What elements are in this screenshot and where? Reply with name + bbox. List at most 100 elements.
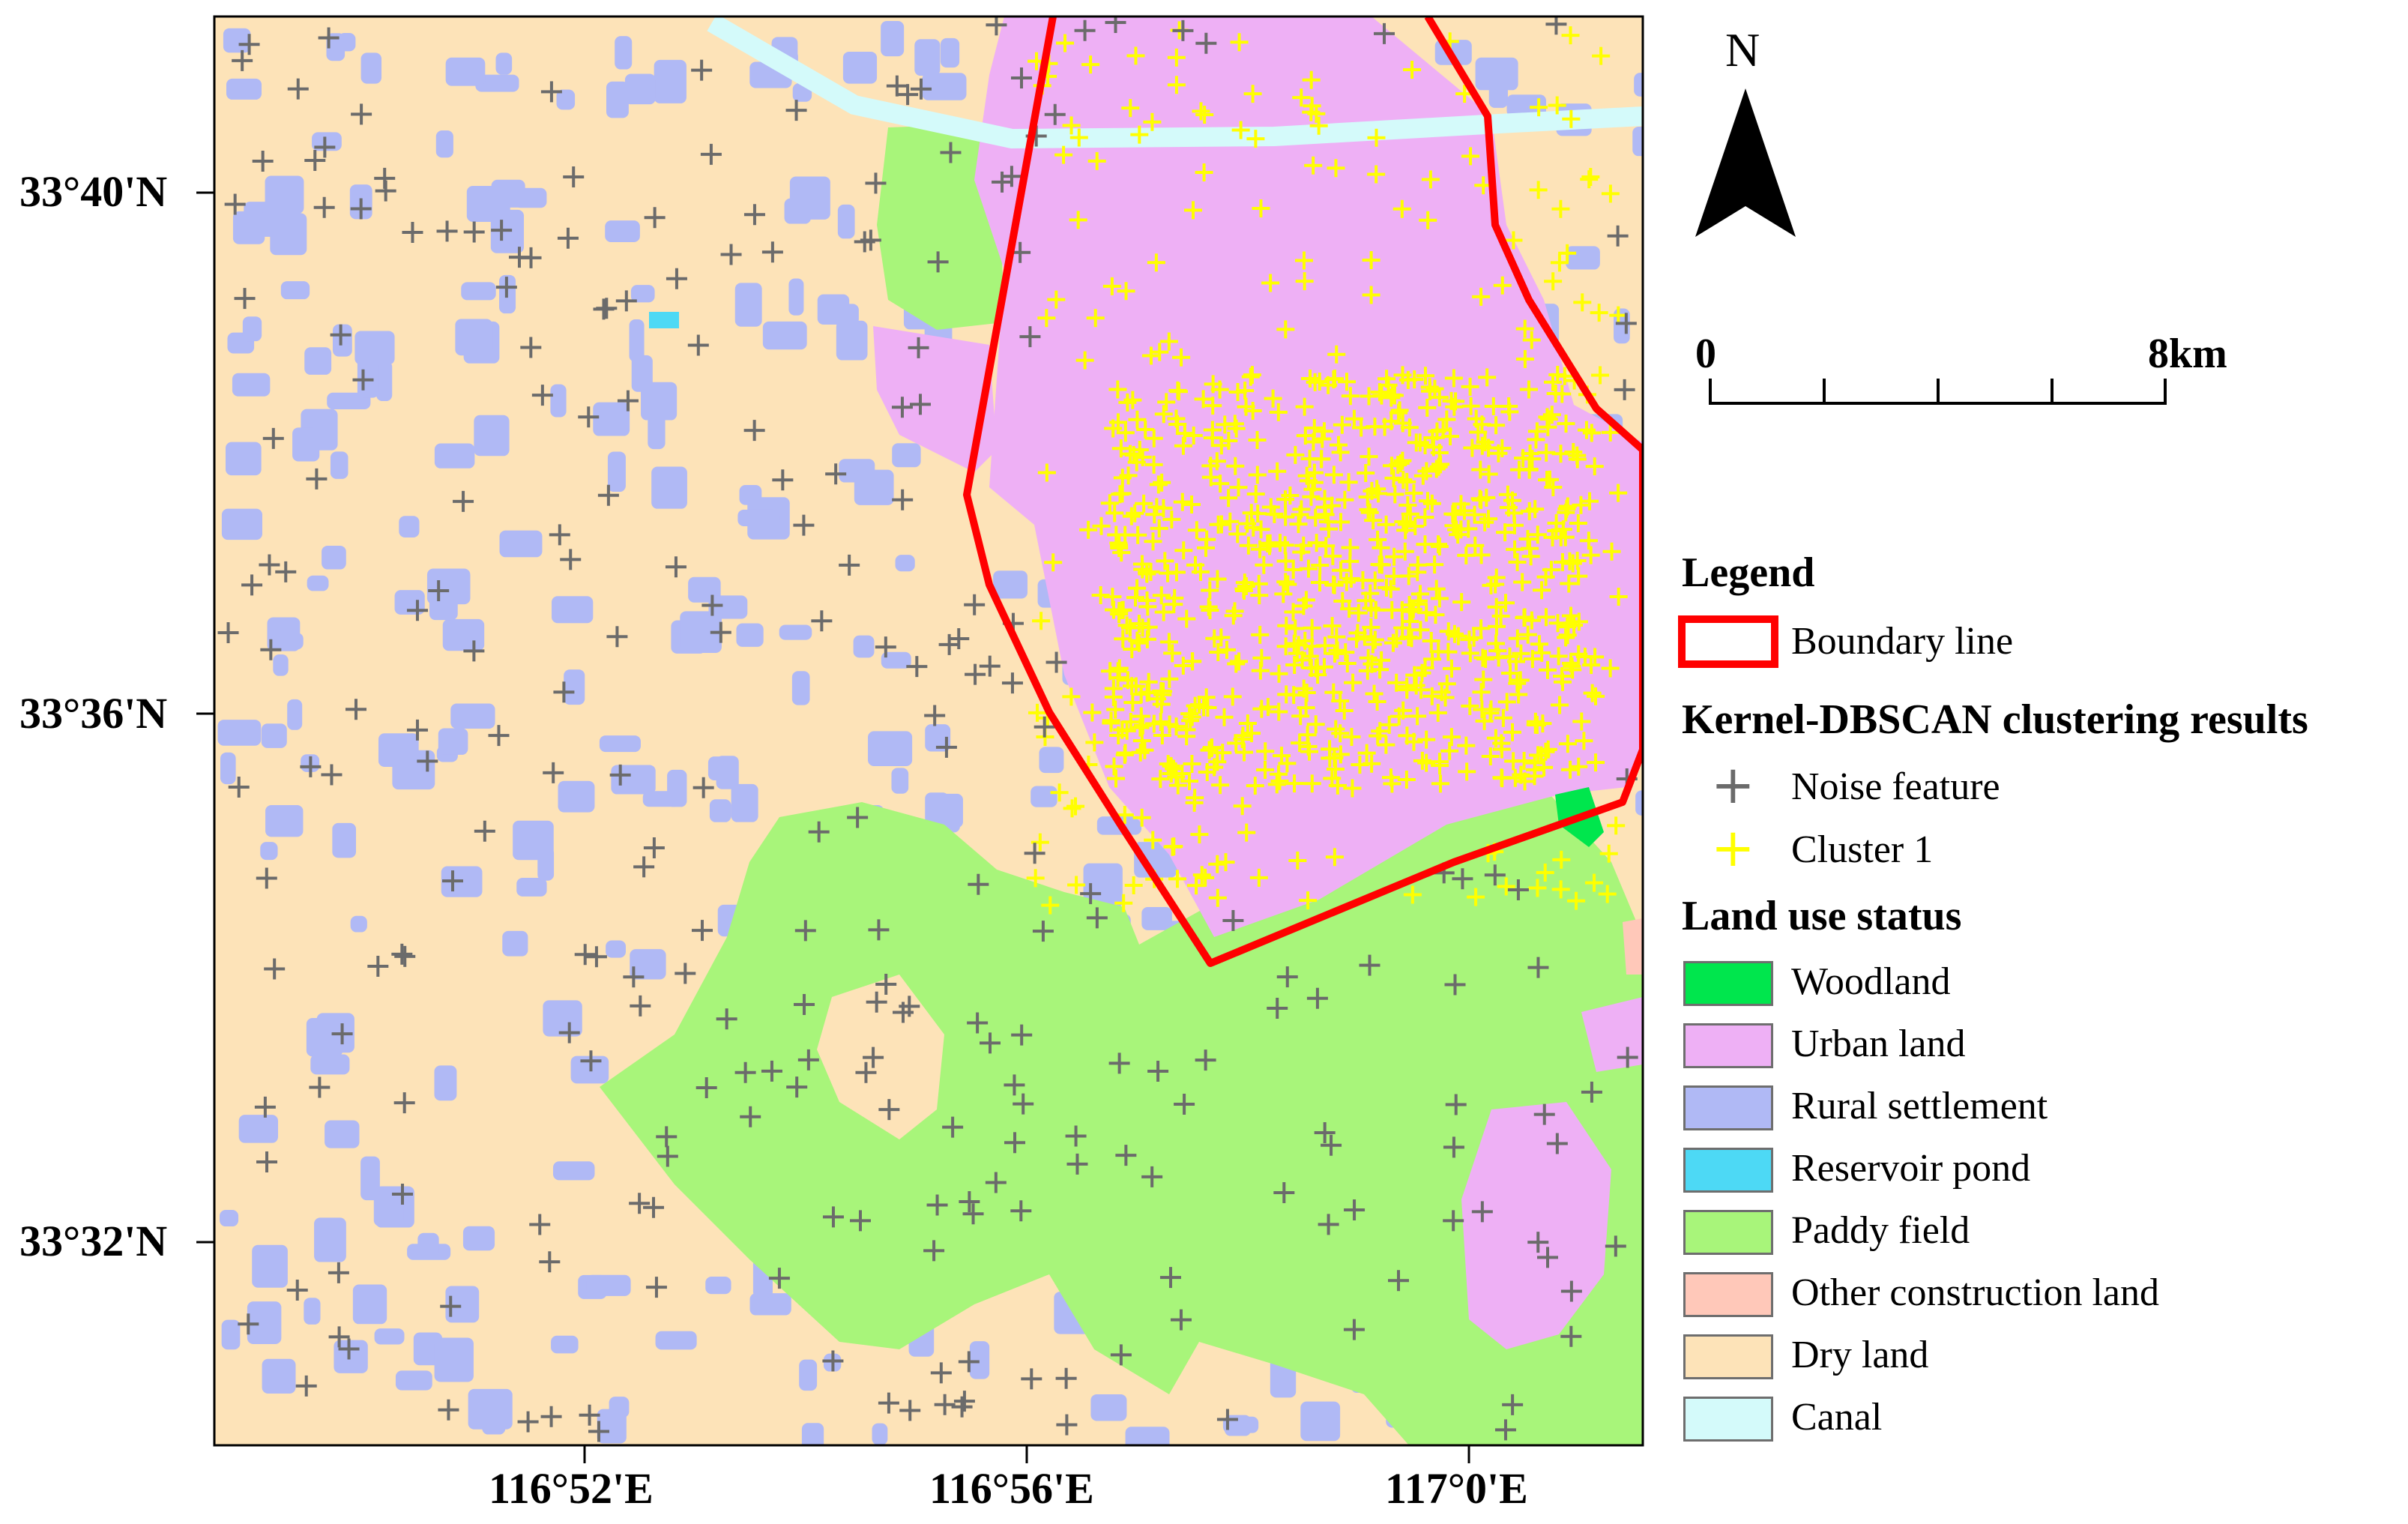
noise-point: [691, 59, 713, 81]
cluster-point: [1476, 513, 1494, 531]
noise-point: [1321, 1134, 1342, 1156]
cluster-point: [1227, 654, 1246, 673]
cluster-point: [1168, 870, 1186, 888]
cluster-point: [1168, 776, 1187, 795]
cluster-point: [1305, 463, 1324, 482]
land-use-label: Paddy field: [1791, 1209, 1970, 1252]
cluster-point: [1563, 660, 1582, 679]
noise-point: [934, 1394, 956, 1415]
rural-settlement-patch: [707, 756, 732, 780]
noise-point: [629, 1193, 651, 1214]
plus-icon: +: [1711, 754, 1755, 816]
cluster-point: [1243, 85, 1262, 103]
noise-point: [1108, 1052, 1130, 1074]
cluster-point: [1153, 726, 1171, 745]
cluster-point: [1336, 490, 1354, 509]
cluster-point: [1397, 770, 1416, 789]
cluster-point: [1124, 876, 1143, 894]
noise-point: [924, 705, 946, 726]
noise-point: [1537, 1247, 1558, 1268]
noise-point: [985, 1172, 1007, 1193]
cluster-point: [1303, 774, 1321, 793]
cluster-point: [1130, 125, 1149, 144]
cluster-point: [1276, 573, 1295, 591]
cluster-point: [1174, 541, 1193, 560]
cluster-point: [1184, 201, 1203, 220]
cluster-point: [1338, 654, 1357, 672]
cluster-point: [1354, 570, 1372, 589]
cluster-point: [1472, 619, 1491, 638]
cluster-point: [1238, 714, 1257, 733]
cluster-point: [1300, 450, 1319, 469]
cluster-point: [1383, 774, 1401, 793]
canal: [707, 16, 1643, 149]
cluster-point: [1273, 747, 1291, 765]
rural-settlement-patch: [543, 1000, 582, 1037]
cluster-point: [1139, 672, 1158, 691]
cluster-point: [1277, 685, 1296, 704]
noise-point: [1159, 1267, 1181, 1289]
cluster-point: [1522, 331, 1541, 349]
noise-point: [259, 554, 280, 576]
cluster-point: [1208, 888, 1227, 907]
noise-point: [256, 867, 277, 889]
noise-point: [892, 489, 914, 510]
cluster-point: [1518, 530, 1537, 549]
noise-point: [338, 1338, 360, 1360]
cluster-point: [1126, 504, 1144, 522]
cluster-point: [1235, 743, 1254, 762]
noise-point: [866, 991, 887, 1013]
cluster-point: [1190, 825, 1209, 844]
cluster-point: [1143, 112, 1162, 131]
noise-point: [930, 1362, 952, 1384]
noise-point: [228, 777, 250, 798]
cluster-point: [1167, 563, 1186, 582]
noise-point: [391, 943, 413, 965]
land-use-swatch: [1683, 961, 1773, 1006]
noise-point: [906, 656, 928, 678]
cluster-point: [1085, 733, 1104, 752]
cluster-point: [1276, 552, 1295, 570]
cluster-point: [1172, 348, 1191, 367]
cluster-point: [1347, 630, 1366, 648]
rural-settlement-patch: [1566, 246, 1600, 270]
cluster-point: [1130, 440, 1149, 459]
cluster-point: [1160, 669, 1179, 688]
cluster-point: [1360, 503, 1379, 522]
noise-point: [1533, 1103, 1555, 1125]
cluster-point: [1277, 616, 1296, 635]
cluster-point: [1324, 575, 1343, 594]
cluster-point: [1141, 346, 1160, 365]
land-use-label: Woodland: [1791, 960, 1951, 1003]
cluster-point: [1552, 850, 1571, 869]
cluster-point: [1563, 554, 1582, 573]
cluster-point: [1544, 272, 1563, 291]
cluster-point: [1519, 380, 1538, 399]
noise-point: [557, 227, 579, 249]
land-use-label: Other construction land: [1791, 1271, 2159, 1314]
cluster-point: [1133, 618, 1152, 637]
cluster-point: [1069, 211, 1087, 229]
cluster-point: [1109, 726, 1128, 745]
cluster-point: [1581, 492, 1599, 510]
scale-bar-start-label: 0: [1695, 331, 1716, 377]
noise-point: [1024, 843, 1045, 864]
cluster-point: [1446, 392, 1465, 411]
cluster-point: [1372, 538, 1390, 557]
cluster-point: [1397, 515, 1416, 534]
cluster-point: [1404, 484, 1423, 502]
noise-point: [868, 919, 890, 941]
cluster-point: [1261, 498, 1280, 516]
rural-settlement-patch: [630, 949, 666, 980]
cluster-point: [1557, 415, 1575, 433]
noise-point: [743, 420, 765, 442]
cluster-point: [1537, 443, 1556, 462]
cluster-point: [1486, 729, 1505, 747]
cluster-point: [1522, 611, 1541, 630]
cluster-point: [1583, 684, 1602, 702]
north-arrow-label: N: [1725, 23, 1760, 76]
noise-point: [1452, 868, 1473, 890]
scale-bar-end-label: 8km: [2148, 331, 2227, 377]
cluster-point: [1135, 741, 1154, 759]
cluster-point: [1328, 776, 1347, 795]
